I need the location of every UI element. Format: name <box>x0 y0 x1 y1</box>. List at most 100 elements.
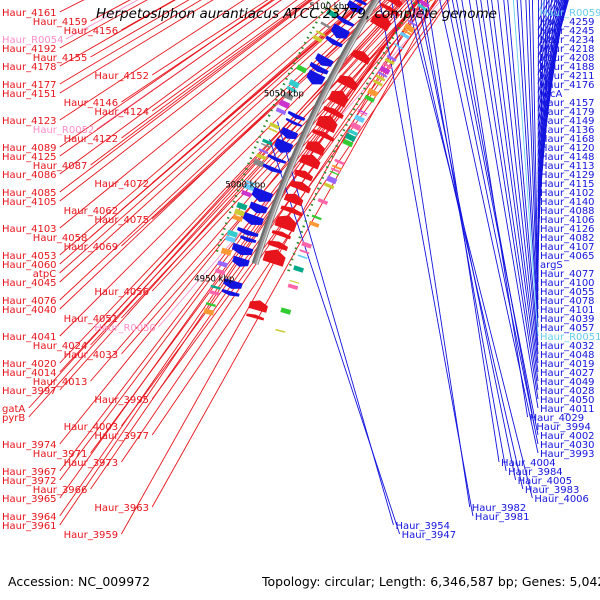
feature-label: Haur_3954 <box>395 521 450 532</box>
feature-label: Haur_4033 <box>64 350 119 361</box>
reverse-gene <box>354 0 367 6</box>
cog-feature-stripe <box>312 34 323 43</box>
feature-label: Haur_4075 <box>94 215 149 226</box>
feature-label: Haur_4136 <box>540 125 595 136</box>
forward-gene <box>315 115 338 134</box>
leader-line <box>456 0 535 427</box>
leader-line <box>461 0 529 418</box>
cog-feature-stripe <box>288 79 300 89</box>
leader-line <box>121 0 432 355</box>
feature-label: Haur_4089 <box>2 143 57 154</box>
leader-line <box>531 0 539 292</box>
reverse-gene <box>287 110 306 121</box>
feature-label: Haur_4103 <box>2 224 57 235</box>
feature-label: Haur_4005 <box>518 476 573 487</box>
cog-feature-stripe <box>282 91 294 101</box>
feature-label: Haur_4002 <box>540 431 595 442</box>
feature-label: Haur_4113 <box>540 161 595 172</box>
cog-feature-stripe <box>377 71 388 78</box>
cog-feature-stripe <box>301 241 313 249</box>
feature-label: Haur_4140 <box>540 197 595 208</box>
leader-line <box>497 0 539 364</box>
cog-feature-stripe <box>323 182 335 190</box>
cog-feature-stripe <box>296 64 308 74</box>
feature-label: Haur_3971 <box>33 449 88 460</box>
leader-line <box>59 0 373 283</box>
accession-text: Accession: NC_009972 <box>8 574 151 589</box>
feature-label: Haur_4069 <box>64 242 119 253</box>
feature-label: Haur_3984 <box>508 467 563 478</box>
cog-feature-stripe <box>358 109 368 115</box>
feature-label: Haur_R0052 <box>33 125 95 136</box>
forward-gene <box>370 13 392 32</box>
cog-feature-stripe <box>320 21 331 29</box>
reverse-gene <box>330 23 350 39</box>
cog-feature-stripe <box>372 79 383 87</box>
feature-label: Haur_4011 <box>540 404 595 415</box>
leader-line <box>121 0 275 103</box>
feature-label: Haur_3947 <box>402 530 457 541</box>
reverse-gene <box>242 212 264 225</box>
cog-feature-stripe <box>286 85 297 93</box>
feature-label: Haur_4078 <box>540 296 595 307</box>
cog-feature-stripe <box>217 260 228 268</box>
feature-label: Haur_4148 <box>540 152 595 163</box>
leader-line <box>379 0 474 517</box>
leader-line <box>121 0 422 319</box>
feature-label: Haur_4152 <box>94 71 149 82</box>
cog-feature-stripe <box>210 284 221 290</box>
feature-label: Haur_3977 <box>94 431 149 442</box>
reverse-gene <box>239 235 257 243</box>
reverse-gene <box>346 0 364 14</box>
feature-label: Haur_4146 <box>64 98 119 109</box>
cog-feature-stripe <box>402 28 412 36</box>
feature-label: Haur_4055 <box>540 287 595 298</box>
feature-label: Haur_4088 <box>540 206 595 217</box>
forward-gene <box>327 90 349 108</box>
leader-line <box>520 0 539 319</box>
cog-feature-stripe <box>326 8 338 19</box>
feature-label: Haur_4020 <box>2 359 57 370</box>
feature-label: atpC <box>33 269 56 280</box>
leader-line <box>59 0 386 310</box>
feature-label: Haur_4155 <box>33 53 88 64</box>
leader-line <box>420 0 507 472</box>
feature-label: Haur_3966 <box>33 485 88 496</box>
cog-feature-stripe <box>342 138 354 148</box>
leader-line <box>90 0 312 166</box>
feature-label: Haur_4259 <box>540 17 595 28</box>
reverse-gene <box>223 278 243 289</box>
cog-feature-stripe <box>214 268 226 276</box>
cog-feature-stripe <box>386 54 397 62</box>
forward-gene <box>248 300 268 313</box>
forward-gene <box>246 313 265 321</box>
leader-line <box>537 0 539 283</box>
leader-line <box>151 0 307 112</box>
kbp-scale: 5500 kbp5450 kbp5400 kbp5350 kbp5300 kbp… <box>194 0 418 284</box>
cog-feature-stripe <box>255 153 267 161</box>
forward-gene <box>283 193 304 207</box>
cog-feature-stripe <box>399 31 410 40</box>
reverse-gene <box>315 53 334 67</box>
cog-feature-stripe <box>243 182 255 192</box>
backbone-highlight <box>256 0 380 265</box>
cog-feature-stripe <box>233 208 246 217</box>
feature-label: Haur_4072 <box>94 179 149 190</box>
feature-label: Haur_4060 <box>2 260 57 271</box>
cog-feature-stripe <box>393 43 404 50</box>
cog-feature-stripe <box>382 62 393 69</box>
cog-feature-stripe <box>245 179 256 186</box>
cog-feature-stripe <box>236 201 248 211</box>
leader-line <box>486 0 539 382</box>
leader-line <box>537 0 556 229</box>
feature-label: Haur_R0059 <box>540 8 600 19</box>
cog-feature-stripe <box>326 175 338 185</box>
feature-label: Haur_4120 <box>540 143 595 154</box>
cog-feature-stripe <box>317 198 329 205</box>
feature-label: Haur_4100 <box>540 278 595 289</box>
feature-label: Haur_4149 <box>540 116 595 127</box>
feature-label: Haur_4161 <box>2 8 57 19</box>
feature-label: Haur_4125 <box>2 152 57 163</box>
feature-label: Haur_4003 <box>64 422 119 433</box>
leader-line <box>525 0 539 310</box>
